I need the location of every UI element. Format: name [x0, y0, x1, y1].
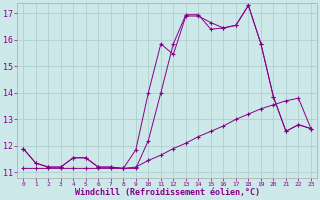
X-axis label: Windchill (Refroidissement éolien,°C): Windchill (Refroidissement éolien,°C)	[75, 188, 260, 197]
